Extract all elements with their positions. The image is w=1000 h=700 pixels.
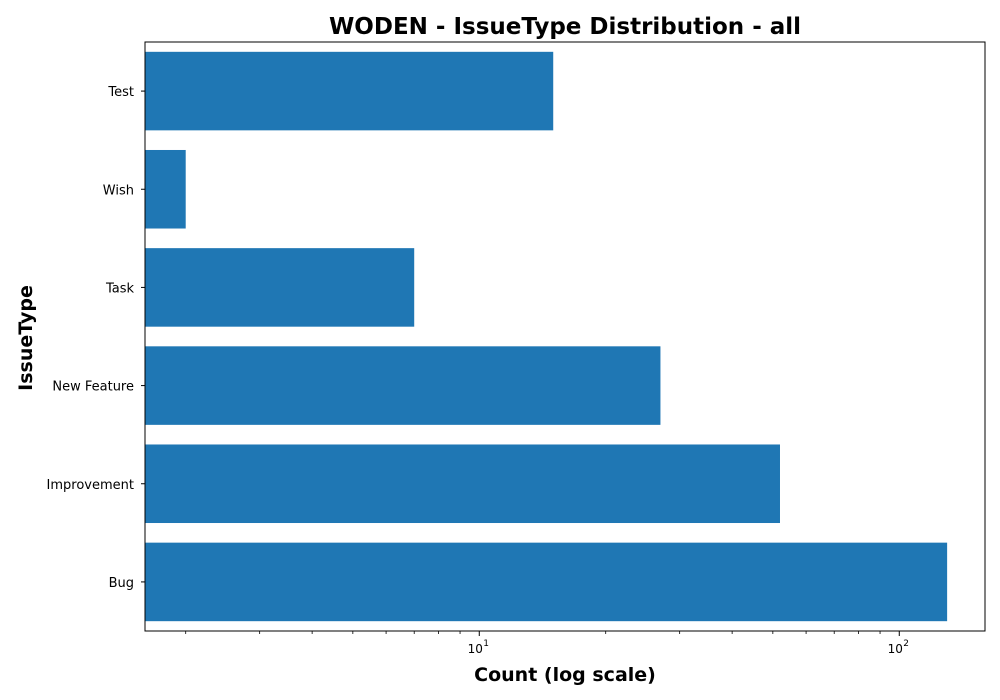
- y-axis: Bug Improvement New Feature Task Wish Test: [47, 85, 145, 591]
- bar-test: [145, 51, 554, 131]
- y-tick-label: Test: [107, 85, 134, 100]
- plot-frame: [144, 41, 986, 632]
- x-tick-exponent: 1: [483, 639, 489, 649]
- x-tick-exponent: 2: [903, 639, 909, 649]
- bar-improvement: [145, 444, 780, 524]
- bars: [145, 51, 948, 622]
- y-tick-label: Improvement: [47, 478, 134, 493]
- bar-new-feature: [145, 346, 661, 425]
- y-tick-label: Wish: [103, 183, 134, 198]
- x-tick-label: 10: [888, 642, 903, 656]
- bar-task: [145, 248, 415, 327]
- bar-wish: [145, 149, 186, 229]
- plot-area: [144, 41, 986, 632]
- y-axis-label: IssueType: [15, 285, 37, 391]
- chart-title: WODEN - IssueType Distribution - all: [329, 14, 801, 40]
- x-axis: 10 1 10 2: [185, 631, 909, 656]
- bar-bug: [145, 542, 948, 622]
- y-tick-label: Task: [105, 281, 135, 296]
- x-tick-label: 10: [468, 642, 483, 656]
- y-tick-label: Bug: [109, 576, 134, 591]
- x-axis-label: Count (log scale): [474, 664, 656, 686]
- y-tick-label: New Feature: [52, 380, 134, 395]
